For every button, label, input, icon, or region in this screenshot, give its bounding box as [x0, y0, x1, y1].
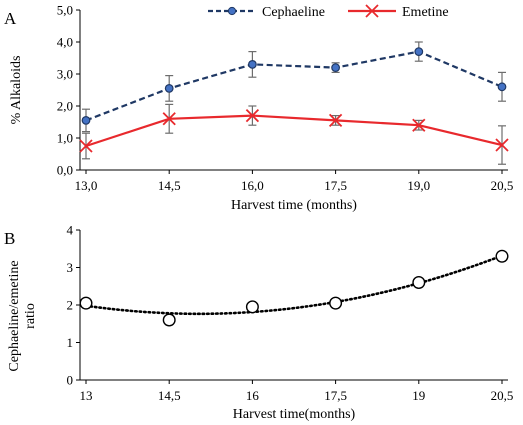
legend-emetine-x-stroke-2 — [365, 4, 379, 18]
panel-a-x-tick-label: 13,0 — [75, 178, 98, 193]
panel-b-y-tick-label: 1 — [67, 335, 74, 350]
panel-b-y-axis-title-line-2: ratio — [23, 303, 38, 329]
panel-b-x-tick-label: 13 — [80, 388, 93, 403]
emetine-point — [495, 138, 509, 152]
emetine-point-stroke-2 — [495, 138, 509, 152]
emetine-point-stroke-2 — [245, 108, 260, 123]
emetine-point — [328, 113, 343, 128]
panel-a: A Cephaeline Emetine 0,01,02,03,04,05,0 … — [4, 3, 513, 214]
panel-b-x-tick-label: 14,5 — [158, 388, 181, 403]
emetine-point-stroke-2 — [328, 113, 343, 128]
panel-b-x-axis-title: Harvest time(months) — [233, 407, 356, 422]
legend-cephaeline-label: Cephaeline — [262, 5, 325, 20]
panel-a-y-axis-title: % Alkaloids — [9, 56, 24, 125]
cephaeline-line — [85, 50, 503, 122]
panel-a-x-ticks: 13,0 14,5 16,0 17,5 19,0 20,5 — [75, 170, 514, 193]
panel-b-y-tick-label: 4 — [67, 223, 74, 238]
cephaeline-point — [164, 83, 174, 93]
emetine-point-stroke-2 — [79, 139, 93, 153]
panel-b-y-axis-title-line-1: Cephaeline/emetine — [7, 260, 22, 371]
panel-a-x-tick-label: 14,5 — [158, 178, 181, 193]
panel-a-y-ticks: 0,0 1,0 2,0 3,0 4,0 5,0 — [57, 3, 80, 178]
ratio-point — [162, 313, 176, 327]
panel-a-y-tick-label: 3,0 — [57, 67, 73, 82]
panel-b-x-tick-label: 17,5 — [324, 388, 347, 403]
cephaeline-point — [414, 47, 424, 56]
emetine-point — [412, 118, 426, 132]
ratio-trendline — [84, 254, 504, 316]
ratio-point — [329, 296, 343, 310]
panel-b-y-tick-label: 2 — [67, 298, 74, 313]
panel-b-y-ticks: 0 1 2 3 4 — [67, 223, 80, 388]
emetine-point-stroke-2 — [412, 118, 426, 132]
emetine-point — [79, 139, 93, 153]
panel-b-y-tick-label: 0 — [67, 373, 74, 388]
legend-emetine-label: Emetine — [402, 5, 449, 20]
panel-a-x-tick-label: 19,0 — [407, 178, 430, 193]
cephaeline-point — [331, 63, 341, 72]
panel-a-y-tick-label: 1,0 — [57, 131, 73, 146]
ratio-point — [79, 296, 93, 310]
panel-a-legend: Cephaeline Emetine — [208, 4, 449, 20]
cephaeline-point — [497, 82, 507, 92]
cephaeline-point — [81, 115, 91, 125]
emetine-point — [245, 108, 260, 123]
panel-a-y-tick-label: 0,0 — [57, 163, 73, 178]
cephaeline-point — [247, 60, 257, 69]
panel-a-x-tick-label: 20,5 — [491, 178, 514, 193]
panel-a-x-axis-title: Harvest time (months) — [231, 198, 357, 213]
panel-b-x-tick-label: 20,5 — [491, 388, 514, 403]
panel-a-x-tick-label: 17,5 — [324, 178, 347, 193]
panel-a-y-tick-label: 5,0 — [57, 3, 73, 18]
emetine-point — [162, 112, 176, 126]
panel-b: B 0 1 2 3 4 13 14,5 16 17,5 19 20,5 Cephaeline/em… — [4, 223, 513, 423]
legend-emetine-x — [365, 4, 379, 18]
panel-a-y-tick-label: 2,0 — [57, 99, 73, 114]
ratio-point — [245, 300, 259, 314]
panel-b-x-tick-label: 19 — [412, 388, 425, 403]
panel-a-letter: A — [4, 9, 17, 28]
panel-a-y-tick-label: 4,0 — [57, 35, 73, 50]
panel-b-y-tick-label: 3 — [67, 260, 74, 275]
panel-a-x-tick-label: 16,0 — [241, 178, 264, 193]
panel-b-letter: B — [4, 229, 15, 248]
panel-b-series — [79, 249, 509, 327]
legend-cephaeline-marker — [227, 6, 237, 16]
legend-emetine-marker — [365, 4, 379, 18]
emetine-point-stroke-2 — [162, 112, 176, 126]
panel-a-series — [79, 41, 509, 165]
ratio-point — [412, 276, 426, 290]
ratio-point — [495, 249, 509, 263]
emetine-line — [85, 114, 503, 148]
panel-b-x-ticks: 13 14,5 16 17,5 19 20,5 — [80, 380, 514, 403]
panel-b-x-tick-label: 16 — [246, 388, 260, 403]
